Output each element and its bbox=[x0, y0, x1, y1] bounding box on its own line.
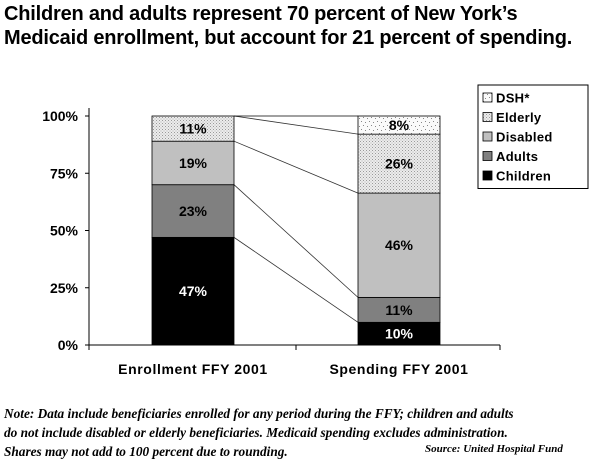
chart-title-line-1: Children and adults represent 70 percent… bbox=[4, 3, 518, 25]
legend-swatch-children bbox=[482, 170, 493, 181]
series-connector-lines bbox=[233, 115, 359, 323]
data-label-enrollment-ffy-2001-elderly: 11% bbox=[179, 121, 207, 137]
bar-segment-spending-ffy-2001-dsh bbox=[357, 115, 441, 135]
legend-label-children: Children bbox=[496, 169, 551, 184]
legend-box bbox=[477, 84, 589, 189]
legend-swatch-dsh bbox=[482, 92, 493, 103]
footnote-line-3: Shares may not add to 100 percent due to… bbox=[4, 444, 288, 459]
data-label-spending-ffy-2001-adults: 11% bbox=[385, 302, 413, 318]
legend-swatch-adults bbox=[482, 151, 493, 161]
connector-line-disabled bbox=[233, 140, 359, 194]
y-tick-label: 25% bbox=[50, 280, 79, 296]
source-credit: Source: United Hospital Fund bbox=[425, 443, 563, 455]
y-tick-label: 75% bbox=[50, 165, 79, 181]
axes-group: 0% 25% 50% 75% 100% Enrollment FFY 2001 Spendi… bbox=[42, 108, 501, 377]
bars-group: 47% 23% 19% 11% 10% 11% 46% 26% 8% bbox=[151, 115, 441, 346]
bar-segment-enrollment-ffy-2001-children bbox=[151, 236, 235, 346]
data-label-spending-ffy-2001-elderly: 26% bbox=[385, 156, 414, 172]
footnote-line-2: do not include disabled or elderly benef… bbox=[4, 425, 508, 440]
bar-segment-spending-ffy-2001-disabled bbox=[357, 192, 441, 298]
x-tick-label: Enrollment FFY 2001 bbox=[118, 361, 268, 377]
x-tick-label: Spending FFY 2001 bbox=[329, 361, 468, 377]
bar-segment-spending-ffy-2001-adults bbox=[357, 296, 441, 323]
legend-swatch-disabled bbox=[482, 131, 493, 142]
y-tick-label: 0% bbox=[58, 337, 79, 353]
data-label-enrollment-ffy-2001-adults: 23% bbox=[179, 203, 208, 219]
legend-label-elderly: Elderly bbox=[496, 110, 542, 125]
data-label-spending-ffy-2001-dsh: 8% bbox=[389, 117, 410, 133]
footnote: Note: Data include beneficiaries enrolle… bbox=[4, 404, 600, 461]
legend-label-adults: Adults bbox=[496, 149, 538, 164]
legend-swatch-elderly bbox=[482, 112, 493, 122]
y-tick-label: 50% bbox=[50, 223, 79, 239]
connector-line-adults bbox=[233, 184, 359, 298]
data-label-spending-ffy-2001-disabled: 46% bbox=[385, 237, 414, 253]
legend-label-dsh: DSH* bbox=[496, 91, 530, 106]
connector-line-elderly bbox=[233, 115, 359, 135]
bar-segment-spending-ffy-2001-elderly bbox=[357, 133, 441, 194]
legend-label-disabled: Disabled bbox=[496, 130, 553, 145]
chart-title: Children and adults represent 70 percent… bbox=[4, 2, 600, 50]
y-tick-label: 100% bbox=[42, 108, 78, 124]
stacked-bar-chart: 47% 23% 19% 11% 10% 11% 46% 26% 8% 0% 25% 50% 75% 10… bbox=[42, 84, 589, 377]
legend: DSH* Elderly Disabled Adults Children bbox=[477, 84, 589, 189]
data-label-enrollment-ffy-2001-children: 47% bbox=[179, 283, 208, 299]
connector-line-children bbox=[233, 237, 359, 323]
data-label-spending-ffy-2001-children: 10% bbox=[385, 326, 414, 342]
bar-segment-enrollment-ffy-2001-disabled bbox=[151, 140, 235, 186]
bar-segment-enrollment-ffy-2001-elderly bbox=[151, 115, 235, 142]
data-label-enrollment-ffy-2001-disabled: 19% bbox=[179, 155, 208, 171]
footnote-line-1: Note: Data include beneficiaries enrolle… bbox=[4, 406, 514, 421]
chart-title-line-2: Medicaid enrollment, but account for 21 … bbox=[4, 27, 573, 49]
